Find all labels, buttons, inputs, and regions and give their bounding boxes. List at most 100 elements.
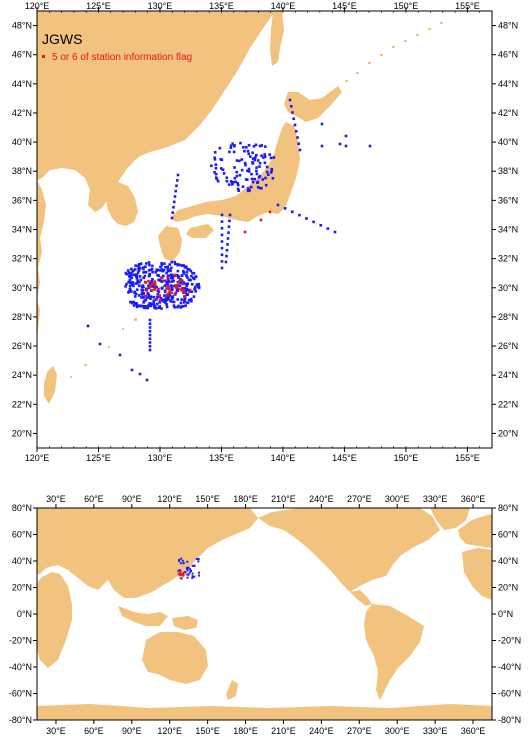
station-marker [165, 303, 168, 306]
station-marker [221, 168, 225, 172]
station-marker [128, 275, 132, 279]
station-marker [194, 275, 198, 278]
station-marker [182, 281, 185, 284]
station-marker [137, 269, 141, 272]
station-marker [226, 237, 230, 240]
station-marker [146, 296, 149, 300]
station-marker [135, 303, 139, 307]
station-marker [178, 558, 181, 561]
station-marker [190, 299, 193, 303]
station-marker [124, 285, 127, 288]
station-marker [148, 318, 152, 322]
station-marker [159, 276, 163, 280]
station-marker [160, 263, 164, 267]
station-marker [260, 154, 263, 158]
station-marker [178, 284, 182, 288]
station-marker [177, 287, 181, 291]
station-marker [162, 279, 166, 283]
station-marker [168, 263, 171, 266]
lat-tick-label-left: 26°N [12, 341, 32, 351]
station-marker [292, 117, 296, 121]
land-europe-wrap [458, 514, 492, 548]
station-marker [260, 186, 263, 190]
station-marker [164, 299, 167, 303]
lat-tick-label-right: -40°N [498, 662, 521, 672]
station-marker [165, 283, 168, 286]
station-marker [151, 264, 154, 268]
station-marker [185, 566, 188, 569]
station-marker [176, 280, 180, 284]
station-marker [185, 287, 189, 291]
station-marker [237, 189, 240, 192]
station-marker [305, 217, 308, 220]
station-marker [189, 269, 193, 273]
station-marker [262, 156, 265, 159]
lat-tick-label-left: 22°N [12, 399, 32, 409]
station-marker [182, 288, 185, 292]
station-marker [181, 559, 184, 562]
station-marker [146, 306, 149, 310]
station-marker [141, 284, 145, 287]
station-marker [190, 290, 194, 294]
station-marker [264, 176, 267, 180]
lon-tick-label-top: 330°E [423, 494, 448, 504]
station-marker [118, 353, 122, 357]
station-marker [149, 302, 153, 305]
station-marker [214, 166, 218, 170]
station-marker [185, 289, 188, 292]
station-marker [127, 291, 130, 294]
lat-tick-label-right: -60°N [498, 689, 521, 699]
station-marker [252, 144, 256, 148]
station-marker [167, 287, 171, 291]
station-marker [179, 570, 182, 573]
station-marker [173, 260, 177, 264]
station-marker [185, 274, 189, 278]
station-marker [256, 159, 260, 162]
station-marker [180, 305, 183, 308]
station-marker [344, 134, 348, 138]
station-marker [183, 265, 187, 269]
land-north-america [258, 508, 440, 592]
station-marker [136, 279, 139, 283]
station-marker [198, 574, 201, 577]
station-marker [181, 304, 185, 308]
lat-tick-label-right: 20°N [498, 583, 518, 593]
lon-tick-label-bottom: 135°E [209, 453, 234, 463]
station-marker [179, 573, 182, 576]
station-marker [181, 282, 185, 286]
station-marker [240, 168, 244, 172]
land-south-america [364, 604, 424, 700]
station-marker [263, 155, 267, 158]
station-marker [148, 322, 152, 326]
station-marker [289, 104, 293, 108]
station-marker [231, 180, 235, 184]
station-marker [134, 264, 137, 267]
station-marker [191, 271, 194, 275]
lat-tick-label-left: 24°N [12, 370, 32, 380]
station-marker [155, 285, 158, 289]
station-marker [165, 287, 168, 290]
station-marker [271, 177, 275, 180]
station-marker [186, 301, 189, 304]
lon-tick-label-bottom: 155°E [455, 453, 480, 463]
lon-tick-label-top: 300°E [385, 494, 410, 504]
regional-map: 120°E 120°E 125°E 125°E 130°E 130°E 135°E 135°E… [12, 1, 518, 463]
station-marker [156, 295, 159, 299]
station-marker [181, 572, 184, 575]
station-marker [193, 564, 196, 567]
map-title: JGWS [42, 31, 82, 47]
station-marker [176, 298, 180, 301]
station-marker [147, 303, 151, 307]
station-marker [220, 253, 224, 257]
station-marker [173, 306, 176, 309]
station-marker [236, 187, 240, 191]
lat-tick-label-left: -60°N [9, 689, 32, 699]
station-marker [128, 281, 132, 285]
land-small-islands [70, 22, 443, 378]
lon-tick-label-bottom: 140°E [271, 453, 296, 463]
station-marker [129, 267, 133, 271]
lon-tick-label-bottom: 120°E [25, 453, 50, 463]
station-marker [219, 167, 223, 170]
station-marker [296, 136, 299, 139]
station-marker [130, 368, 134, 372]
